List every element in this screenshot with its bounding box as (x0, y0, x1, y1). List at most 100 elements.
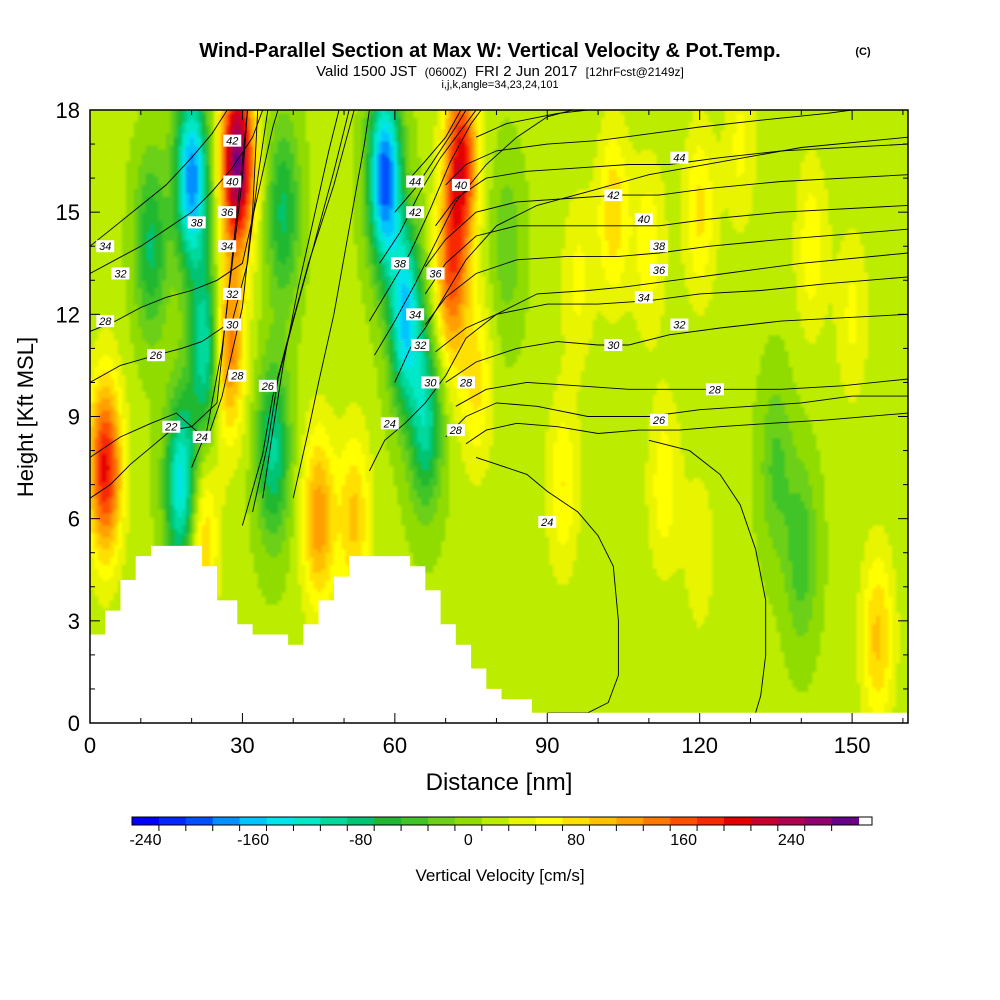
theta-label-text: 22 (164, 422, 177, 434)
terrain-mask (90, 545, 908, 723)
theta-contour-label: 24 (538, 516, 557, 529)
theta-contour (445, 110, 853, 186)
y-axis-label: Height [Kft MSL] (13, 337, 38, 497)
theta-contour-label: 28 (705, 383, 724, 396)
x-tick-label: 60 (383, 733, 407, 758)
theta-contour-label: 34 (634, 291, 653, 304)
forecast-info: [12hrFcst@2149z] (586, 65, 684, 79)
theta-label-text: 28 (708, 384, 722, 396)
valid-time: Valid 1500 JST (316, 63, 416, 80)
theta-label-text: 36 (429, 268, 442, 280)
theta-contour (90, 110, 264, 274)
grid-indices: i,j,k,angle=34,23,24,101 (441, 79, 558, 91)
theta-contour-label: 44 (406, 175, 425, 189)
colorbar-swatch (535, 817, 564, 825)
theta-contour-label: 22 (162, 420, 181, 434)
theta-contour-label: 28 (456, 376, 475, 389)
theta-contour-label: 42 (604, 189, 623, 202)
theta-contour-label: 44 (670, 151, 689, 165)
theta-label-text: 32 (414, 340, 426, 352)
theta-contour (435, 143, 908, 227)
colorbar-label: Vertical Velocity [cm/s] (415, 866, 584, 885)
theta-label-text: 30 (226, 320, 239, 332)
theta-contour (409, 110, 462, 179)
colorbar-swatch (132, 817, 160, 825)
theta-contour-label: 32 (670, 318, 689, 332)
colorbar-swatch (293, 817, 321, 825)
x-tick-label: 0 (84, 733, 96, 758)
theta-contour-label: 32 (111, 267, 130, 280)
theta-contour-label: 40 (223, 175, 242, 189)
theta-contour-label: 26 (258, 379, 277, 393)
plot-area: 42 40 36 38 34 32 30 28 26 34 32 28 26 22 24 44 40 42 38 36… (89, 109, 909, 724)
theta-contour (262, 110, 340, 499)
theta-contour-label: 42 (406, 206, 425, 219)
copyright-mark: (C) (855, 46, 871, 58)
x-tick-label: 90 (535, 733, 559, 758)
valid-date: FRI 2 Jun 2017 (475, 63, 578, 80)
y-tick-label: 3 (68, 609, 80, 634)
colorbar-tick-label: 160 (670, 832, 697, 849)
colorbar-frame (131, 816, 873, 826)
colorbar-swatch (777, 817, 806, 825)
colorbar-tick-label: -80 (349, 832, 372, 849)
theta-contour (455, 378, 908, 407)
theta-contour (394, 110, 467, 213)
colorbar-swatch (562, 817, 590, 825)
theta-label-text: 40 (455, 180, 468, 192)
colorbar-swatch (724, 817, 752, 825)
theta-label-text: 36 (653, 265, 666, 277)
colorbar-swatch (697, 817, 725, 825)
y-tick-label: 18 (56, 98, 80, 123)
theta-label-text: 28 (98, 316, 112, 328)
theta-label-text: 28 (459, 377, 473, 389)
theta-label-text: 36 (221, 207, 234, 219)
theta-contour (424, 228, 908, 325)
theta-contour-label: 40 (634, 212, 653, 226)
colorbar-swatch (347, 817, 375, 825)
theta-contour (90, 110, 269, 383)
theta-contour (90, 110, 228, 247)
theta-label-text: 24 (383, 418, 396, 430)
theta-contour-label: 34 (96, 240, 115, 253)
theta-label-text: 32 (114, 268, 126, 280)
theta-label-text: 42 (607, 190, 619, 202)
colorbar-swatch (750, 817, 779, 825)
colorbar-swatch (239, 817, 268, 825)
colorbar-swatch (831, 817, 860, 825)
valid-utc: (0600Z) (425, 65, 467, 79)
theta-contour-label: 30 (604, 338, 623, 352)
y-tick-label: 15 (56, 200, 80, 225)
theta-contour-label: 34 (406, 308, 425, 321)
theta-contour-label: 30 (421, 376, 440, 389)
theta-contour-label: 26 (147, 349, 166, 362)
theta-label-text: 34 (638, 292, 650, 304)
theta-contour-label: 42 (223, 134, 242, 148)
theta-label-text: 30 (607, 340, 620, 352)
colorbar-swatch (212, 817, 241, 825)
theta-label-text: 44 (409, 177, 421, 189)
theta-contour (475, 456, 619, 714)
x-tick-label: 150 (834, 733, 871, 758)
theta-label-text: 28 (449, 425, 463, 437)
theta-label-text: 32 (673, 320, 685, 332)
theta-contour (435, 276, 908, 353)
colorbar: -240 -160 -80 0 80 160 240 (129, 816, 873, 849)
chart-title: Wind-Parallel Section at Max W: Vertical… (199, 40, 780, 62)
colorbar-swatch (508, 817, 537, 825)
theta-label-text: 42 (409, 207, 421, 219)
theta-label-text: 44 (673, 153, 685, 165)
colorbar-swatch (185, 817, 214, 825)
theta-contour (424, 174, 908, 267)
theta-label-text: 24 (195, 432, 208, 444)
theta-contour-label: 38 (187, 216, 206, 229)
x-tick-label: 120 (681, 733, 718, 758)
colorbar-tick-label: -240 (129, 832, 161, 849)
theta-contour-label: 36 (218, 206, 237, 219)
theta-contour (465, 412, 908, 445)
theta-label-text: 32 (226, 289, 238, 301)
theta-contour-label: 38 (390, 257, 409, 270)
theta-label-text: 42 (226, 136, 238, 148)
colorbar-swatch (320, 817, 348, 825)
theta-contour-label: 32 (411, 338, 430, 352)
